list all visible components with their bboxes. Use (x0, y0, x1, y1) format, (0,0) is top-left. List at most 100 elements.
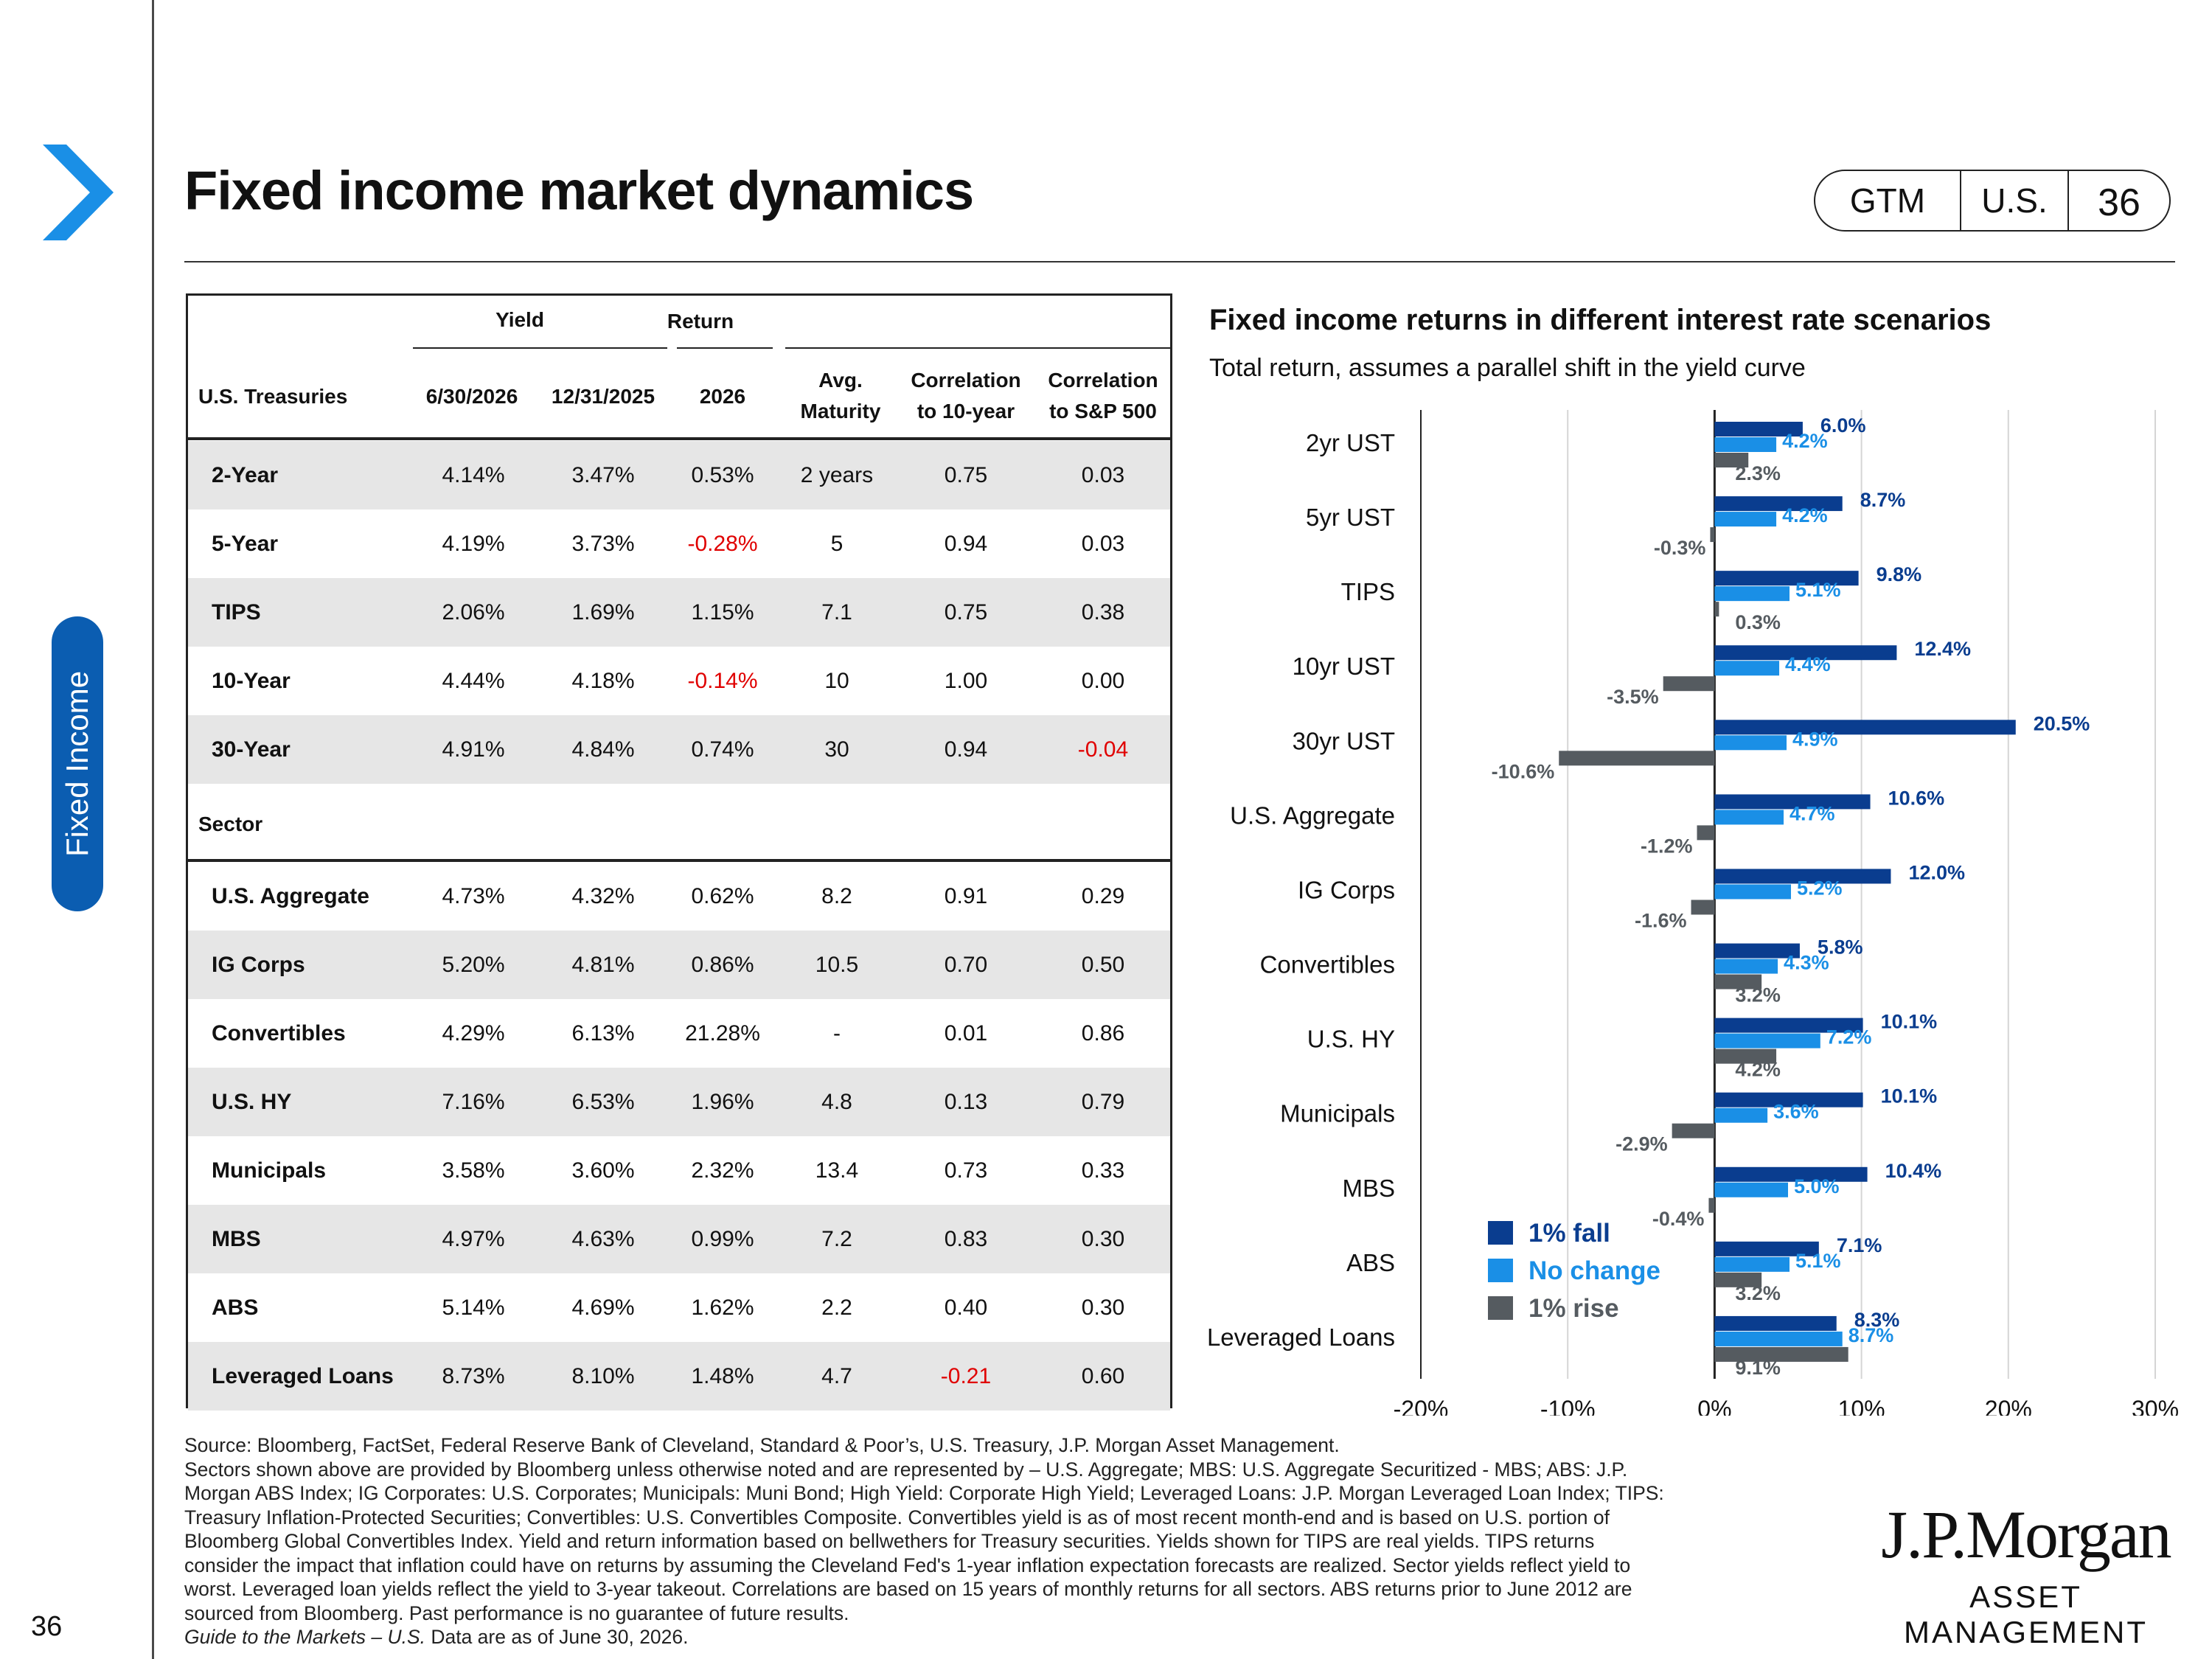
table-cell: 3.60% (571, 1158, 635, 1183)
data-label: 10.4% (1885, 1160, 1942, 1182)
bar (1714, 1241, 1819, 1256)
page-title: Fixed income market dynamics (184, 160, 974, 221)
bar (1714, 1346, 1848, 1362)
bar (1714, 661, 1780, 676)
bar (1714, 1166, 1868, 1182)
table-cell: 0.60 (1081, 1363, 1125, 1388)
sector-label: Sector (198, 813, 263, 835)
table-cell: 0.03 (1081, 531, 1125, 556)
jpmorgan-logo: J.P.Morgan (1881, 1497, 2171, 1572)
data-label: 8.7% (1860, 489, 1906, 511)
table-cell: 0.73 (944, 1158, 988, 1183)
chevron-right-icon (43, 145, 114, 240)
x-tick-label: -20% (1394, 1396, 1449, 1416)
footnote: Source: Bloomberg, FactSet, Federal Rese… (184, 1433, 1836, 1649)
category-label: U.S. Aggregate (1230, 801, 1395, 829)
bar (1691, 900, 1715, 915)
table-cell: 1.62% (691, 1295, 754, 1320)
table-cell: 4.7 (821, 1363, 852, 1388)
table-cell: 2 years (800, 462, 874, 487)
bar (1708, 1197, 1715, 1213)
category-label: Municipals (1280, 1100, 1395, 1127)
yield-group-header: Yield (495, 308, 544, 331)
bar (1714, 943, 1800, 959)
table-cell: 1.96% (691, 1089, 754, 1114)
table-cell: 5.20% (442, 952, 505, 977)
bar (1714, 1107, 1768, 1123)
bar (1714, 1182, 1788, 1197)
table-cell: 0.75 (944, 599, 988, 625)
table-cell: 4.14% (442, 462, 505, 487)
table-cell: 0.00 (1081, 668, 1125, 693)
data-label: 3.2% (1735, 1282, 1781, 1304)
badge-gtm: GTM (1815, 171, 1961, 230)
table-cell: 1.69% (571, 599, 635, 625)
table-cell: 0.86 (1081, 1020, 1125, 1046)
data-label: 5.0% (1794, 1175, 1840, 1197)
table-cell: 10.5 (815, 952, 859, 977)
data-label: 5.1% (1795, 579, 1841, 601)
data-label: 8.3% (1854, 1309, 1900, 1331)
table-row: Convertibles 4.29% 6.13% 21.28% - 0.01 0.86 (188, 999, 1170, 1068)
table-cell: 3.47% (571, 462, 635, 487)
row-label: 2-Year (212, 462, 279, 487)
row-label: Leveraged Loans (212, 1363, 394, 1388)
table-cell: 4.44% (442, 668, 505, 693)
fixed-income-table: Leveraged Loans 8.73% 8.10% 1.48% 4.7 -0.21 0.… (186, 293, 1172, 1411)
footnote-line: Source: Bloomberg, FactSet, Federal Rese… (184, 1434, 1340, 1456)
table-cell: 0.79 (1081, 1089, 1125, 1114)
bar (1663, 676, 1715, 692)
table-cell: 6.13% (571, 1020, 635, 1046)
row-label: Convertibles (212, 1020, 346, 1046)
bar (1714, 437, 1777, 452)
data-label: 4.4% (1785, 653, 1831, 675)
category-label: TIPS (1341, 578, 1395, 605)
data-label: 7.1% (1837, 1234, 1882, 1256)
category-label: IG Corps (1298, 876, 1395, 903)
bar (1714, 1033, 1820, 1048)
col-header-yield-current: 6/30/2026 (425, 385, 518, 408)
table-cell: 0.94 (944, 531, 988, 556)
left-divider (152, 0, 154, 1659)
category-label: 2yr UST (1306, 429, 1395, 456)
table-cell: 0.99% (691, 1226, 754, 1251)
table-cell: 0.30 (1081, 1295, 1125, 1320)
bar (1714, 720, 2016, 735)
data-label: 8.7% (1848, 1324, 1894, 1346)
x-tick-label: 20% (1985, 1396, 2032, 1416)
table-cell: 4.19% (442, 531, 505, 556)
data-label: -0.4% (1652, 1208, 1705, 1230)
data-label: -2.9% (1615, 1133, 1668, 1155)
table-cell: 4.63% (571, 1226, 635, 1251)
data-label: 4.9% (1792, 728, 1838, 750)
category-label: 30yr UST (1293, 727, 1395, 754)
title-divider (184, 261, 2175, 262)
row-label: 5-Year (212, 531, 279, 556)
gtm-badge: GTM U.S. 36 (1814, 170, 2171, 232)
section-tab-label: Fixed Income (60, 670, 94, 858)
bar (1714, 586, 1790, 602)
table-cell: 8.10% (571, 1363, 635, 1388)
footnote-date-line: Guide to the Markets – U.S. Data are as … (184, 1625, 1836, 1649)
bar (1714, 496, 1843, 512)
bar (1714, 1048, 1777, 1064)
table-row: 5-Year 4.19% 3.73% -0.28% 5 0.94 0.03 (188, 509, 1170, 578)
table-cell: 3.58% (442, 1158, 505, 1183)
row-label: 30-Year (212, 737, 291, 762)
badge-region: U.S. (1961, 171, 2069, 230)
table-cell: 4.32% (571, 883, 635, 908)
table-cell: -0.21 (940, 1363, 992, 1388)
table-cell: 0.83 (944, 1226, 988, 1251)
bar (1559, 751, 1715, 766)
table-cell: 30 (824, 737, 849, 762)
table-row: IG Corps 5.20% 4.81% 0.86% 10.5 0.70 0.50 (188, 931, 1170, 999)
data-label: 7.2% (1826, 1026, 1872, 1048)
bar (1714, 794, 1871, 810)
section-tab[interactable]: Fixed Income (52, 616, 103, 911)
row-label: ABS (212, 1295, 259, 1320)
table-cell: 0.03 (1081, 462, 1125, 487)
row-label: IG Corps (212, 952, 305, 977)
legend-label: No change (1528, 1256, 1660, 1285)
table-cell: 1.15% (691, 599, 754, 625)
header-underline (785, 347, 1170, 349)
